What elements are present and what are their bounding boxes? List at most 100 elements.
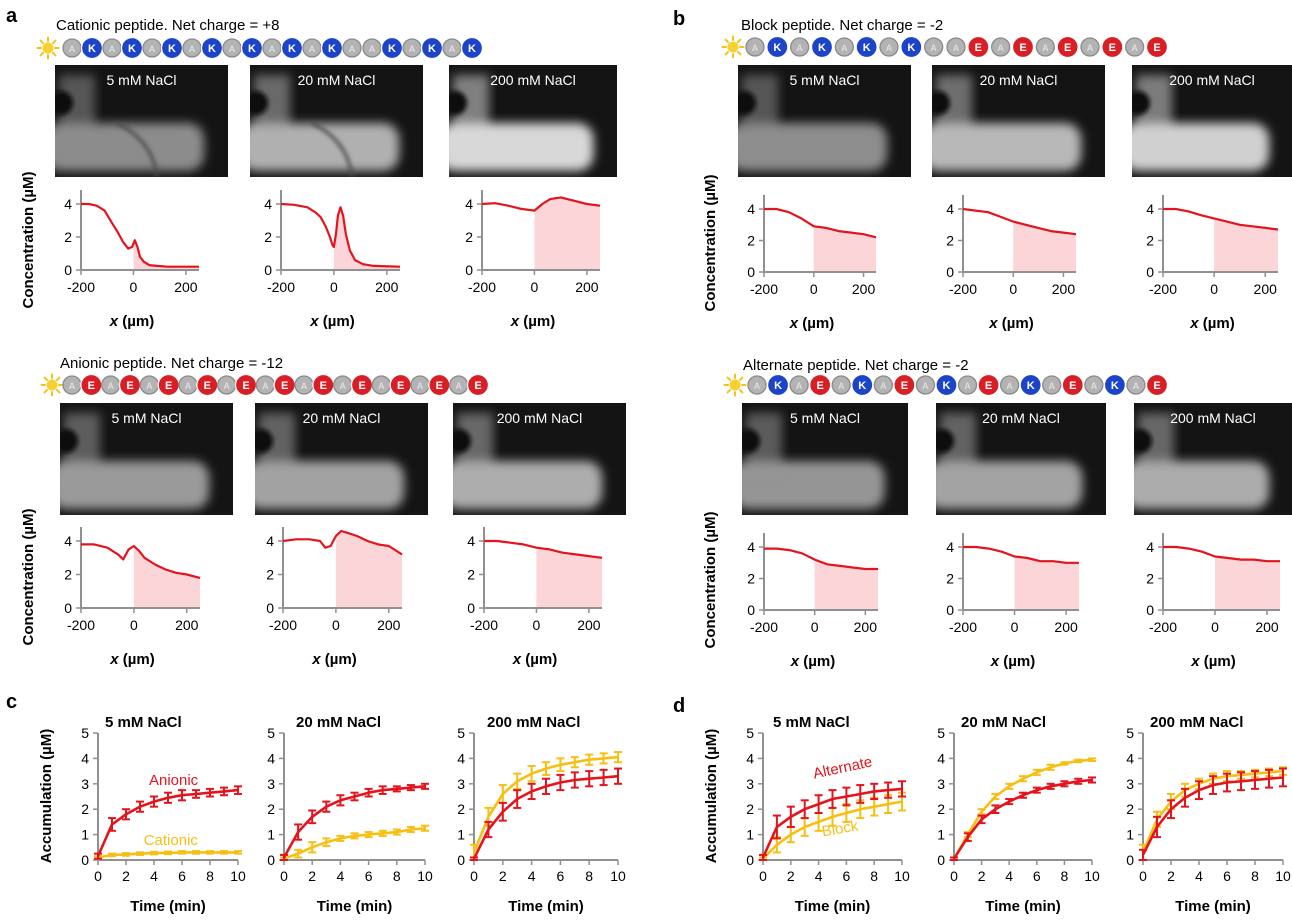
y-tick-label: 4 [267, 750, 275, 766]
y-tick-label: 3 [937, 776, 945, 792]
residue-letter: K [858, 380, 866, 392]
residue-letter: K [288, 43, 296, 55]
sun-ray [39, 51, 45, 57]
x-tick-label: 10 [610, 868, 626, 884]
sun-ray [736, 38, 742, 44]
residue-letter: K [907, 42, 915, 54]
residue: A [178, 375, 198, 395]
residue-letter: A [1133, 381, 1140, 391]
residue: E [1056, 35, 1079, 59]
y-axis-label: Concentration (µM) [20, 509, 37, 646]
residue-circle [855, 35, 878, 59]
x-axis-label-var: x [309, 313, 319, 330]
x-tick-label: 0 [330, 279, 338, 295]
x-axis-label-var: x [311, 651, 321, 668]
inlet-shadow [932, 91, 950, 115]
y-tick-label: 2 [465, 229, 473, 245]
x-axis-label: x (µm) [1190, 653, 1235, 670]
x-tick-label: 0 [810, 281, 818, 297]
x-tick-label: 0 [130, 279, 138, 295]
x-tick-label: 4 [1195, 868, 1203, 884]
residue: A [62, 375, 82, 395]
residue-circle [935, 373, 958, 397]
residue-letter: E [204, 380, 211, 392]
x-axis-label-unit: (µm) [119, 651, 155, 668]
accumulation-shade [1013, 221, 1076, 272]
chart-title: 20 mM NaCl [296, 714, 381, 731]
residue-circle [747, 375, 767, 395]
residue-letter: A [69, 381, 76, 391]
residue-letter: A [1087, 43, 1094, 53]
panel-letter-d: d [673, 695, 685, 717]
y-tick-label: 0 [937, 852, 945, 868]
residue-letter: A [109, 44, 116, 54]
y-tick-label: 4 [946, 201, 954, 217]
x-tick-label: -200 [949, 281, 977, 297]
residue: A [1125, 37, 1145, 57]
y-tick-label: 2 [267, 801, 275, 817]
y-tick-label: 5 [267, 725, 275, 741]
residue-circle [1019, 373, 1042, 397]
residue-letter: A [339, 381, 346, 391]
x-tick-label: 200 [1254, 281, 1278, 297]
residue: A [879, 37, 899, 57]
y-tick-label: 4 [264, 196, 272, 212]
accumulation-shade [814, 559, 878, 610]
x-tick-label: -200 [267, 279, 295, 295]
sun-core [727, 41, 739, 53]
series-yellow [280, 824, 429, 861]
residue: K [460, 36, 484, 60]
x-tick-label: 0 [811, 619, 819, 635]
x-axis-label-unit: (µm) [321, 651, 357, 668]
residue-letter: A [455, 381, 462, 391]
sun-icon [721, 35, 745, 59]
series-line [282, 785, 426, 859]
series-line [472, 774, 619, 860]
x-tick-label: 0 [130, 617, 138, 633]
residue-circle [1056, 35, 1079, 59]
y-tick-label: 0 [264, 262, 272, 278]
gradient-front [116, 121, 159, 177]
x-axis-label-unit: (µm) [521, 651, 557, 668]
residue: A [142, 38, 162, 58]
residue-circle [460, 36, 484, 60]
residue: A [745, 37, 765, 57]
residue-letter: K [818, 42, 826, 54]
residue: K [380, 36, 404, 60]
x-tick-label: 6 [557, 868, 565, 884]
residue: A [217, 375, 237, 395]
y-tick-label: 2 [1146, 571, 1154, 587]
residue: A [333, 375, 353, 395]
y-axis-label: Accumulation (µM) [703, 729, 720, 863]
residue-letter: K [942, 380, 950, 392]
inlet-shadow [738, 91, 756, 115]
y-tick-label: 2 [266, 567, 274, 583]
series-line [283, 827, 426, 860]
residue-letter: A [1006, 381, 1013, 391]
kinetics-chart: 0 1 2 3 4 5 0 2 4 6 8 10 5 mM NaCl Time (min) Anionic C… [81, 714, 246, 915]
gradient-front [311, 121, 354, 177]
x-axis-label: x (µm) [109, 313, 154, 330]
x-tick-label: 2 [122, 868, 130, 884]
residue-letter: K [388, 43, 396, 55]
fluorescence-image: 5 mM NaCl [60, 403, 233, 515]
residue-letter: E [1019, 42, 1026, 54]
x-tick-label: 200 [852, 281, 876, 297]
x-tick-label: 0 [531, 279, 539, 295]
sun-ray [55, 388, 61, 394]
y-tick-label: 4 [64, 533, 72, 549]
concentration-line [1163, 207, 1279, 231]
x-tick-label: 200 [175, 617, 199, 633]
image-content [738, 75, 888, 171]
image-content [60, 413, 210, 509]
residue-circle [879, 37, 899, 57]
y-tick-label: 1 [937, 827, 945, 843]
y-tick-label: 0 [747, 264, 755, 280]
